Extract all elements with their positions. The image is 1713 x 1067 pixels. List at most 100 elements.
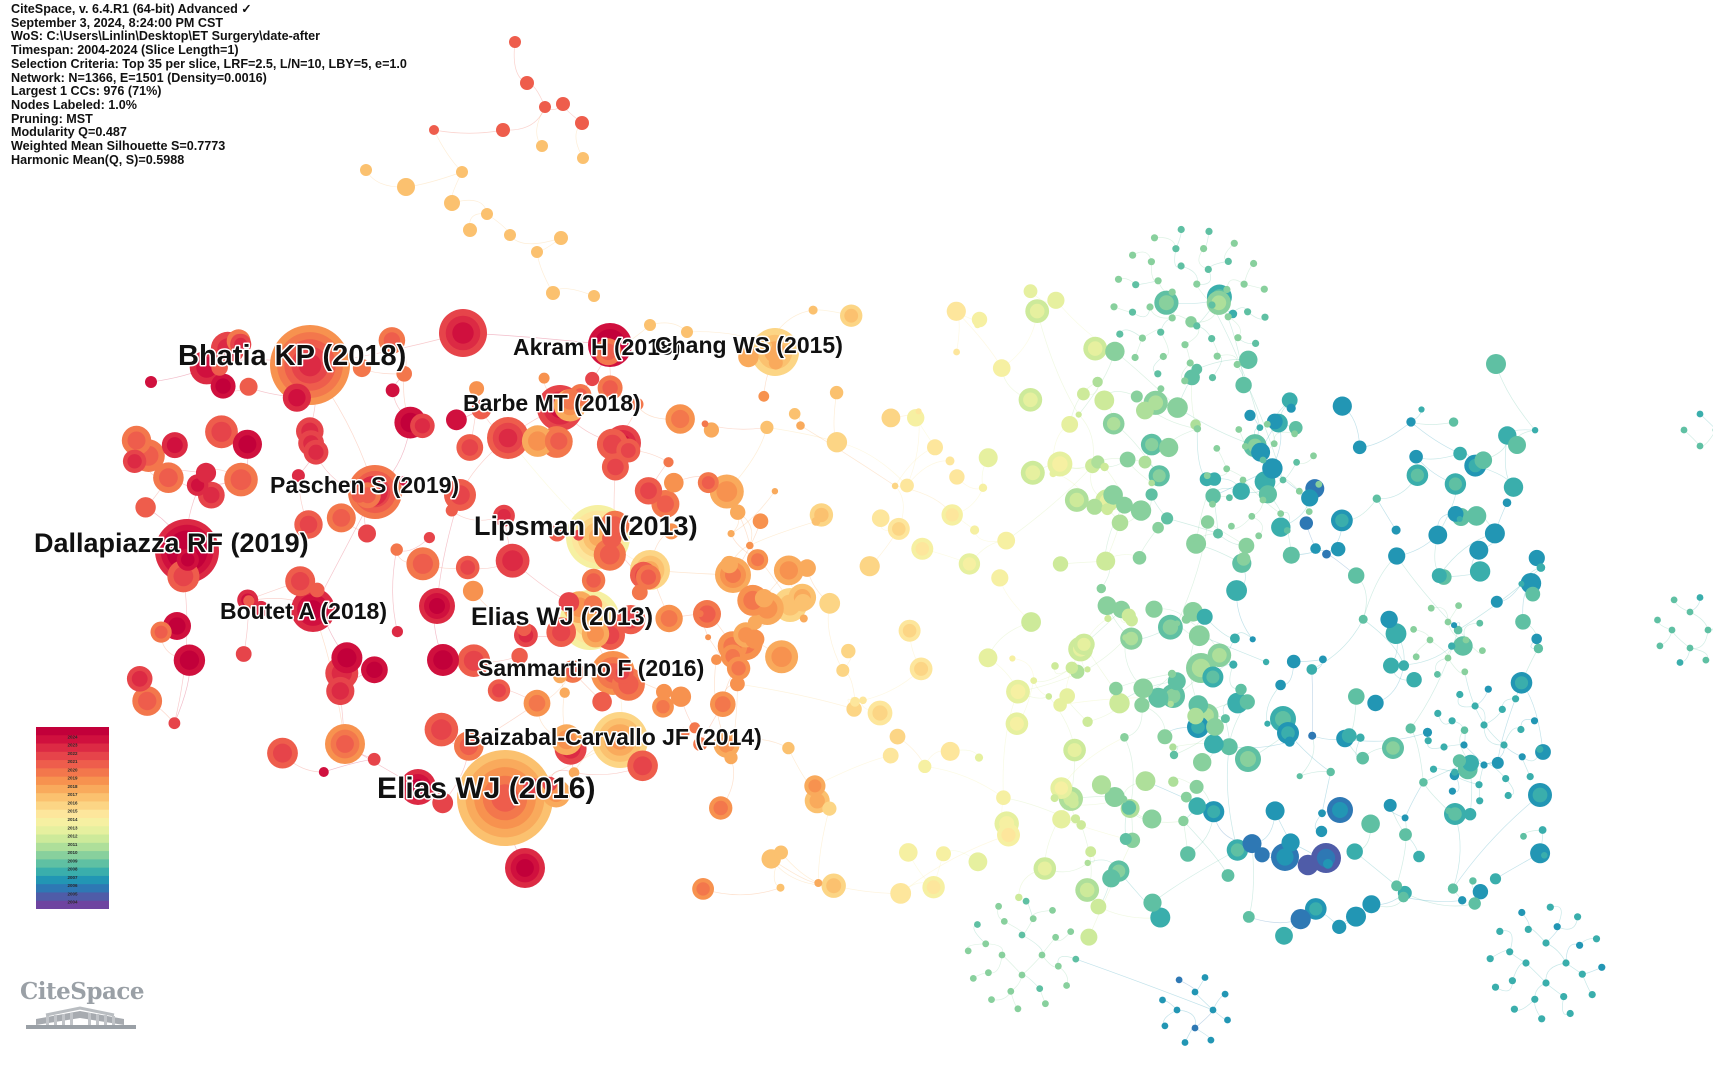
node-ring xyxy=(238,435,257,454)
node-ring xyxy=(1132,551,1147,565)
citation-node xyxy=(487,679,511,702)
citation-node xyxy=(126,666,153,692)
node-ring xyxy=(528,694,546,712)
citation-node xyxy=(1049,907,1056,914)
citation-node xyxy=(1173,1006,1181,1014)
citation-node xyxy=(730,676,745,692)
node-ring xyxy=(1075,411,1082,418)
node-ring xyxy=(1283,527,1291,534)
node-ring xyxy=(1517,725,1525,734)
citation-node xyxy=(1142,809,1162,829)
node-ring xyxy=(1276,848,1294,866)
node-ring xyxy=(1520,832,1527,840)
citation-node xyxy=(1281,392,1298,409)
node-ring xyxy=(1456,516,1463,522)
node-ring xyxy=(1242,911,1255,923)
citation-node xyxy=(1251,442,1271,462)
citation-node xyxy=(1104,787,1125,807)
node-ring xyxy=(410,779,426,795)
node-ring xyxy=(799,614,808,623)
citation-node xyxy=(985,969,992,977)
node-ring xyxy=(1130,390,1143,403)
citation-node xyxy=(1308,731,1317,740)
node-ring xyxy=(1310,543,1321,554)
node-ring xyxy=(1532,787,1548,803)
node-ring xyxy=(1255,532,1263,540)
citation-node xyxy=(1235,683,1247,696)
citation-node xyxy=(1130,390,1143,403)
node-ring xyxy=(1426,636,1434,644)
citation-node xyxy=(1167,669,1177,679)
node-ring xyxy=(1530,717,1539,725)
citation-node xyxy=(1018,388,1043,412)
legend-swatch xyxy=(36,793,109,803)
citation-edge xyxy=(1311,669,1314,736)
citation-edge xyxy=(1021,954,1043,976)
node-ring xyxy=(1168,314,1176,322)
node-ring xyxy=(1281,392,1298,409)
node-ring xyxy=(946,301,966,321)
node-ring xyxy=(463,223,477,237)
node-ring xyxy=(291,572,310,591)
citation-node xyxy=(1232,482,1250,500)
node-ring xyxy=(1696,442,1704,450)
citation-node xyxy=(841,643,856,659)
node-ring xyxy=(779,561,798,580)
citation-node xyxy=(1133,678,1153,699)
node-ring xyxy=(1208,736,1224,752)
citation-edge xyxy=(1525,962,1547,984)
node-ring xyxy=(1553,923,1561,931)
citation-node xyxy=(1157,328,1165,336)
citation-node xyxy=(505,848,545,888)
node-ring xyxy=(640,569,657,585)
node-ring xyxy=(1352,440,1367,455)
citation-node xyxy=(1220,738,1238,756)
citation-edge xyxy=(509,234,562,245)
citation-node xyxy=(701,420,709,428)
citation-node xyxy=(1484,685,1492,693)
citation-edge xyxy=(502,106,546,131)
node-ring xyxy=(819,592,841,614)
citation-node xyxy=(1448,717,1456,725)
node-ring xyxy=(308,444,324,460)
citation-node xyxy=(1064,488,1089,512)
citation-edge xyxy=(817,808,830,884)
citation-node xyxy=(1007,987,1015,995)
citation-node xyxy=(1070,814,1081,824)
node-ring xyxy=(1456,690,1464,699)
node-ring xyxy=(577,152,589,164)
node-ring xyxy=(1124,631,1139,646)
analysis-info-panel: CiteSpace, v. 6.4.R1 (64-bit) Advanced ✓… xyxy=(11,2,407,167)
node-ring xyxy=(1406,417,1416,427)
citation-node xyxy=(538,372,550,384)
node-ring xyxy=(945,508,959,522)
citation-node xyxy=(1096,583,1107,594)
citation-node xyxy=(444,479,476,511)
node-ring xyxy=(936,846,951,862)
citation-node xyxy=(974,753,984,762)
citation-node xyxy=(1140,433,1163,456)
citation-node xyxy=(1223,285,1231,294)
citation-node xyxy=(1006,679,1030,704)
node-ring xyxy=(1315,480,1323,488)
citation-node xyxy=(1119,833,1132,845)
citation-node xyxy=(456,434,484,461)
citation-node xyxy=(239,377,258,396)
citation-edge xyxy=(749,521,817,546)
node-ring xyxy=(1209,500,1216,508)
node-ring xyxy=(1077,387,1090,401)
citation-node xyxy=(1191,632,1201,642)
node-ring xyxy=(1072,955,1080,963)
node-ring xyxy=(1472,884,1489,900)
node-ring xyxy=(774,845,788,860)
node-ring xyxy=(716,481,738,502)
node-ring xyxy=(771,646,792,667)
citation-node xyxy=(898,619,921,642)
node-ring xyxy=(1469,561,1491,582)
citation-node xyxy=(1383,657,1399,674)
node-ring xyxy=(788,408,801,420)
citation-node xyxy=(1310,543,1321,554)
citation-node xyxy=(309,582,325,598)
node-ring xyxy=(1150,234,1159,242)
node-ring xyxy=(871,509,890,527)
